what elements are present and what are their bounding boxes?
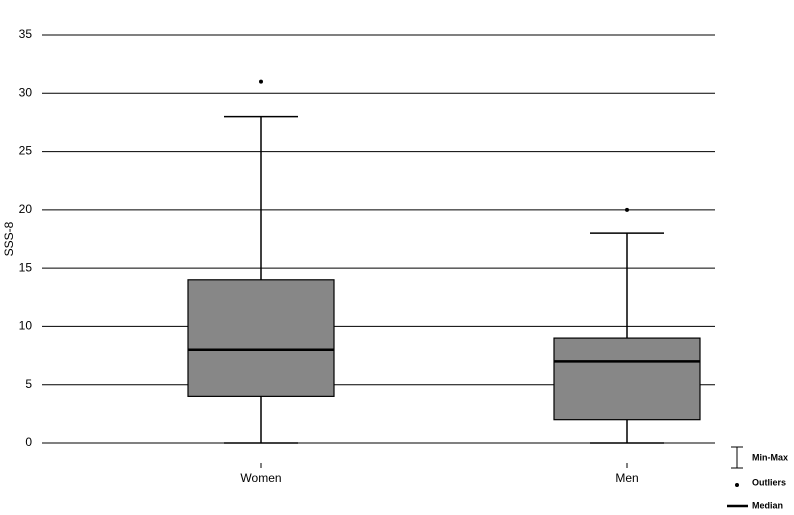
legend-outlier-icon bbox=[735, 483, 739, 487]
legend-label: Median bbox=[752, 500, 783, 510]
y-tick-label: 25 bbox=[19, 144, 33, 158]
y-tick-label: 15 bbox=[19, 260, 33, 274]
outlier bbox=[625, 207, 629, 212]
y-tick-label: 35 bbox=[19, 27, 33, 41]
y-tick-label: 10 bbox=[19, 319, 33, 333]
outlier bbox=[259, 79, 263, 84]
y-axis-label: SSS-8 bbox=[2, 221, 16, 256]
legend-label: Min-Max bbox=[752, 452, 788, 462]
x-tick-label: Women bbox=[240, 471, 281, 485]
legend-label: Outliers bbox=[752, 477, 786, 487]
box bbox=[553, 337, 701, 421]
y-tick-label: 0 bbox=[25, 435, 32, 449]
x-tick-label: Men bbox=[615, 471, 638, 485]
y-tick-label: 20 bbox=[19, 202, 33, 216]
box bbox=[187, 279, 335, 397]
y-tick-label: 30 bbox=[19, 85, 33, 99]
y-tick-label: 5 bbox=[25, 377, 32, 391]
